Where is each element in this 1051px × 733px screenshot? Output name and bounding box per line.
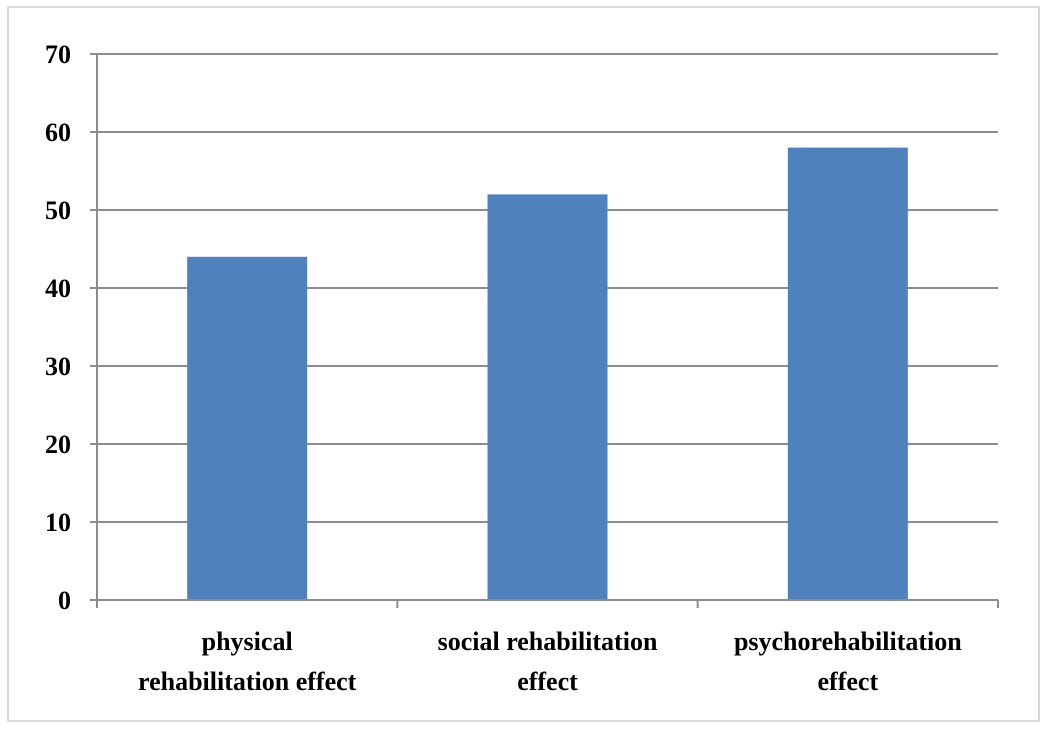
y-tick-label: 30 <box>45 352 71 381</box>
x-category-label: physical <box>202 627 293 656</box>
bars <box>187 147 908 600</box>
x-category-labels: physical rehabilitation effect social reha… <box>138 627 962 696</box>
y-tick-label: 20 <box>45 430 71 459</box>
y-tick-label: 0 <box>58 586 71 615</box>
x-category-label: effect <box>517 667 578 696</box>
y-tick-label: 10 <box>45 508 71 537</box>
y-tick-label: 40 <box>45 274 71 303</box>
bar <box>187 256 308 600</box>
y-tick-label: 60 <box>45 118 71 147</box>
x-category-label: psychorehabilitation <box>734 627 962 656</box>
x-category-label: social rehabilitation <box>438 627 658 656</box>
y-tick-label: 70 <box>45 40 71 69</box>
x-category-label: effect <box>818 667 879 696</box>
bar <box>487 194 608 600</box>
axes <box>90 53 999 608</box>
y-tick-labels: 0 10 20 30 40 50 60 70 <box>45 40 71 615</box>
x-category-label: rehabilitation effect <box>138 667 357 696</box>
bar <box>787 147 908 600</box>
y-tick-label: 50 <box>45 196 71 225</box>
